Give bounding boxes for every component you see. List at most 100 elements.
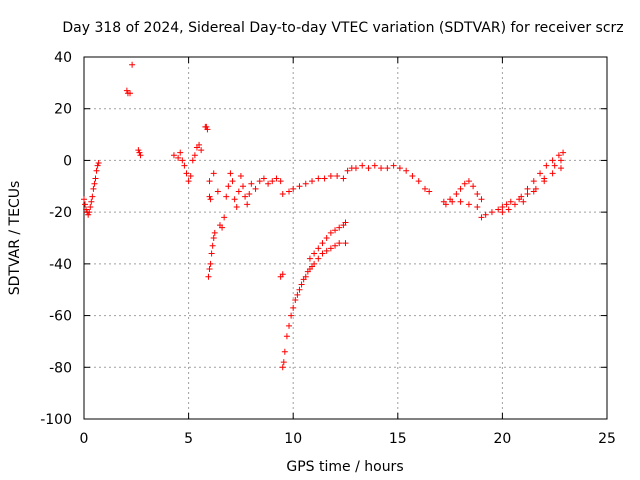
- data-point: [123, 87, 130, 94]
- data-point: [207, 260, 214, 267]
- data-point: [221, 214, 228, 221]
- data-point: [530, 178, 537, 185]
- data-point: [286, 188, 293, 195]
- data-point: [209, 242, 216, 249]
- data-point: [530, 188, 537, 195]
- data-point: [457, 185, 464, 192]
- data-point: [214, 188, 221, 195]
- data-point: [83, 206, 90, 213]
- data-point: [449, 198, 456, 205]
- y-tick-label: 0: [63, 153, 72, 169]
- y-tick-label: 40: [54, 50, 72, 66]
- data-point: [135, 147, 142, 154]
- x-tick-label: 25: [598, 431, 616, 447]
- data-point: [185, 178, 192, 185]
- data-point: [279, 271, 286, 278]
- data-point: [231, 196, 238, 203]
- data-point: [82, 201, 89, 208]
- data-point: [210, 170, 217, 177]
- data-point: [524, 191, 531, 198]
- data-point: [196, 141, 203, 148]
- data-point: [495, 206, 502, 213]
- x-tick-label: 10: [284, 431, 302, 447]
- data-point: [315, 255, 322, 262]
- data-point: [371, 162, 378, 169]
- data-point: [290, 304, 297, 311]
- data-point: [442, 201, 449, 208]
- data-point: [332, 227, 339, 234]
- data-point: [129, 61, 136, 68]
- series-hour9-deep: [277, 240, 349, 371]
- x-tick-label: 20: [493, 431, 511, 447]
- data-point: [549, 157, 556, 164]
- data-point: [244, 201, 251, 208]
- marks: [81, 61, 567, 371]
- data-point: [396, 165, 403, 172]
- data-point: [309, 178, 316, 185]
- data-point: [474, 191, 481, 198]
- chart-title: Day 318 of 2024, Sidereal Day-to-day VTE…: [62, 20, 623, 36]
- data-point: [415, 178, 422, 185]
- data-point: [260, 175, 267, 182]
- data-point: [478, 214, 485, 221]
- data-point: [409, 172, 416, 179]
- data-point: [269, 178, 276, 185]
- data-point: [92, 175, 99, 182]
- data-point: [461, 180, 468, 187]
- data-point: [465, 201, 472, 208]
- data-point: [319, 250, 326, 257]
- y-tick-label: -80: [49, 360, 72, 376]
- data-point: [378, 165, 385, 172]
- data-point: [315, 245, 322, 252]
- x-tick-label: 0: [80, 431, 89, 447]
- data-point: [246, 191, 253, 198]
- data-point: [239, 183, 246, 190]
- data-point: [81, 196, 87, 203]
- data-point: [227, 170, 234, 177]
- data-point: [203, 123, 210, 130]
- x-tick-label: 5: [184, 431, 193, 447]
- data-point: [453, 191, 460, 198]
- data-point: [208, 250, 215, 257]
- data-point: [265, 180, 272, 187]
- y-tick-label: -40: [49, 257, 72, 273]
- data-point: [323, 247, 330, 254]
- data-point: [551, 162, 558, 169]
- data-point: [219, 224, 226, 231]
- data-point: [296, 183, 303, 190]
- data-point: [302, 180, 309, 187]
- data-point: [204, 126, 211, 133]
- data-point: [334, 172, 341, 179]
- data-point: [233, 203, 240, 210]
- data-point: [248, 180, 255, 187]
- data-point: [191, 152, 198, 159]
- series-hour6-drop: [205, 229, 218, 280]
- y-tick-label: -20: [49, 205, 72, 221]
- data-point: [327, 172, 334, 179]
- data-point: [541, 175, 548, 182]
- data-point: [237, 172, 244, 179]
- data-point: [336, 224, 343, 231]
- data-point: [175, 154, 182, 161]
- series-hour10-12-upper: [306, 219, 349, 262]
- data-point: [306, 255, 313, 262]
- data-point: [457, 198, 464, 205]
- data-point: [87, 203, 94, 210]
- data-point: [344, 167, 351, 174]
- data-point: [384, 165, 391, 172]
- data-point: [177, 149, 184, 156]
- data-point: [286, 322, 293, 329]
- data-point: [352, 165, 359, 172]
- data-point: [505, 206, 512, 213]
- data-point: [290, 185, 297, 192]
- data-point: [524, 185, 531, 192]
- data-point: [321, 175, 328, 182]
- data-point: [127, 90, 134, 97]
- data-point: [211, 229, 218, 236]
- data-point: [465, 178, 472, 185]
- data-point: [206, 193, 213, 200]
- data-point: [229, 178, 236, 185]
- data-point: [170, 152, 177, 159]
- data-point: [359, 162, 366, 169]
